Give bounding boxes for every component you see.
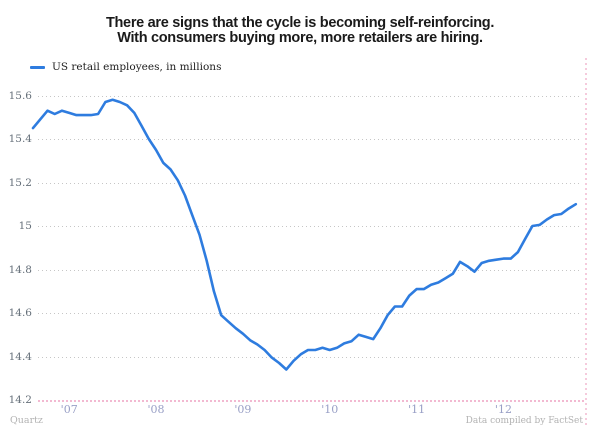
y-tick-label: 14.2 (8, 394, 32, 406)
retail-employees-line (31, 98, 578, 371)
y-tick-label: 15 (18, 220, 32, 232)
chart-title-line2: With consumers buying more, more retaile… (117, 30, 483, 46)
y-tick-label: 14.8 (8, 263, 32, 276)
gridline (38, 269, 580, 271)
gridline (38, 226, 580, 227)
y-tick-label: 15.6 (8, 89, 32, 102)
right-boundary-dotted-line (585, 58, 587, 428)
chart-title-line1: There are signs that the cycle is becomi… (105, 15, 495, 31)
gridline (38, 313, 580, 314)
legend-line-swatch (30, 65, 45, 69)
x-tick-label: '11 (408, 403, 426, 416)
gridline (38, 139, 580, 140)
x-tick-label: '07 (60, 403, 78, 416)
y-tick-label: 14.6 (8, 307, 32, 319)
x-axis-baseline (38, 400, 586, 402)
x-tick-label: '09 (234, 403, 252, 416)
x-tick-label: '08 (147, 403, 165, 416)
x-tick-label: '10 (321, 403, 339, 416)
y-tick-label: 15.2 (8, 176, 32, 189)
legend: US retail employees, in millions (30, 61, 221, 73)
legend-label: US retail employees, in millions (52, 61, 222, 73)
y-tick-label: 14.4 (8, 350, 32, 363)
gridline (38, 356, 580, 358)
gridline (38, 95, 580, 97)
gridline (38, 182, 580, 184)
x-tick-label: '12 (494, 403, 512, 416)
chart-title: There are signs that the cycle is becomi… (0, 16, 600, 46)
y-tick-label: 15.4 (8, 133, 32, 145)
